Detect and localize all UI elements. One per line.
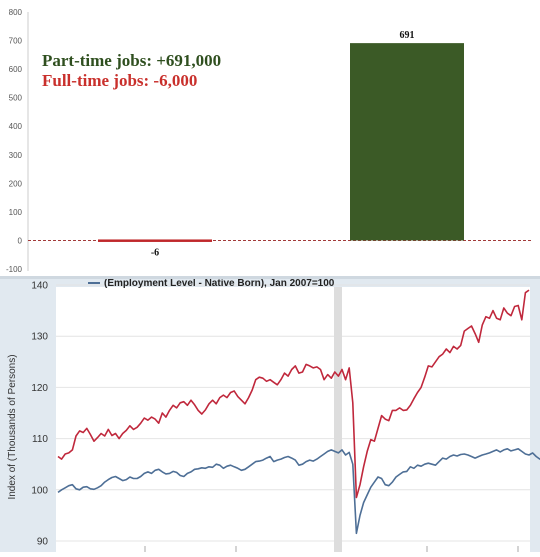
- bar-y-tick-label: 0: [18, 236, 23, 245]
- bar-y-tick-label: 500: [9, 94, 23, 103]
- series-line-blue: [57, 448, 540, 535]
- bar-y-tick-label: 100: [9, 208, 23, 217]
- line-y-tick-label: 110: [32, 434, 48, 445]
- line-chart: 140 130 120 110 100 90 (Employment Level - Nat…: [7, 278, 540, 552]
- legend-entry: (Employment Level - Native Born), Jan 20…: [104, 279, 335, 289]
- bar-y-tick-label: 600: [9, 65, 23, 74]
- line-y-tick-label: 90: [37, 537, 49, 548]
- line-y-tick-label: 100: [31, 485, 48, 496]
- bar-y-tick-label: -100: [6, 265, 23, 274]
- bar-y-tick-label: 300: [9, 151, 23, 160]
- series-line-red: [57, 289, 530, 499]
- y-axis-label: Index of (Thousands of Persons): [7, 354, 18, 499]
- line-y-tick-label: 140: [31, 281, 48, 292]
- annotation-part-time: Part-time jobs: +691,000: [42, 51, 221, 70]
- bar-chart: 800 700 600 500 400 300 200 100 0 -100 -6 691 Part-t…: [6, 8, 532, 274]
- bar-data-label: -6: [151, 247, 159, 258]
- line-chart-panel: 140 130 120 110 100 90 (Employment Level - Nat…: [0, 278, 540, 552]
- bar-part-time: [350, 43, 464, 241]
- recession-shading: [334, 287, 342, 552]
- annotation-full-time: Full-time jobs: -6,000: [42, 71, 197, 90]
- bar-y-tick-label: 800: [9, 8, 23, 17]
- bar-y-tick-label: 400: [9, 122, 23, 131]
- plot-area: [56, 287, 530, 552]
- bar-y-tick-label: 200: [9, 179, 23, 188]
- bar-data-label: 691: [400, 30, 415, 41]
- bar-full-time: [98, 239, 212, 242]
- line-y-tick-label: 130: [31, 332, 48, 343]
- line-y-tick-label: 120: [31, 383, 48, 394]
- bar-y-tick-label: 700: [9, 37, 23, 46]
- panel-divider: [0, 276, 540, 280]
- bar-chart-panel: 800 700 600 500 400 300 200 100 0 -100 -6 691 Part-t…: [5, 8, 532, 274]
